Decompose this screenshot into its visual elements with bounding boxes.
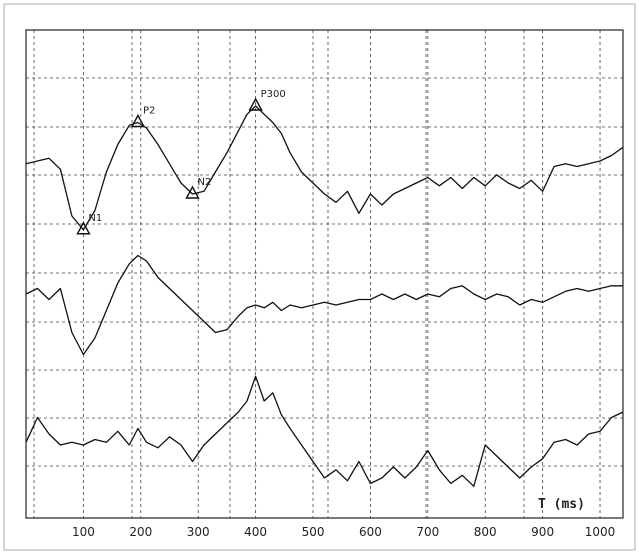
x-tick-1000: 1000 [585,525,616,539]
traces [25,105,624,487]
trace-1 [25,105,624,231]
x-tick-900: 900 [531,525,554,539]
peak-markers: N1 P2 N2 P300 [76,89,286,235]
trace-2 [25,254,623,356]
x-tick-300: 300 [187,525,210,539]
x-tick-800: 800 [474,525,497,539]
marker-p2 [130,114,146,128]
marker-n1 [76,221,91,235]
outer-border [3,3,636,551]
marker-p300 [248,97,263,111]
label-n2: N2 [197,177,211,188]
x-tick-labels: 100 200 300 400 500 600 700 800 900 1000 [72,525,615,539]
x-tick-200: 200 [129,525,152,539]
trace-3 [25,375,624,487]
label-p2: P2 [143,106,155,117]
plot-frame [25,29,624,519]
x-tick-600: 600 [359,525,382,539]
x-axis-title: T (ms) [538,497,585,512]
label-p300: P300 [261,89,286,100]
x-tick-400: 400 [244,525,267,539]
label-n1: N1 [88,213,102,224]
x-tick-100: 100 [72,525,95,539]
grid [26,30,623,518]
x-tick-500: 500 [302,525,325,539]
marker-n2 [185,185,200,199]
x-tick-700: 700 [416,525,439,539]
